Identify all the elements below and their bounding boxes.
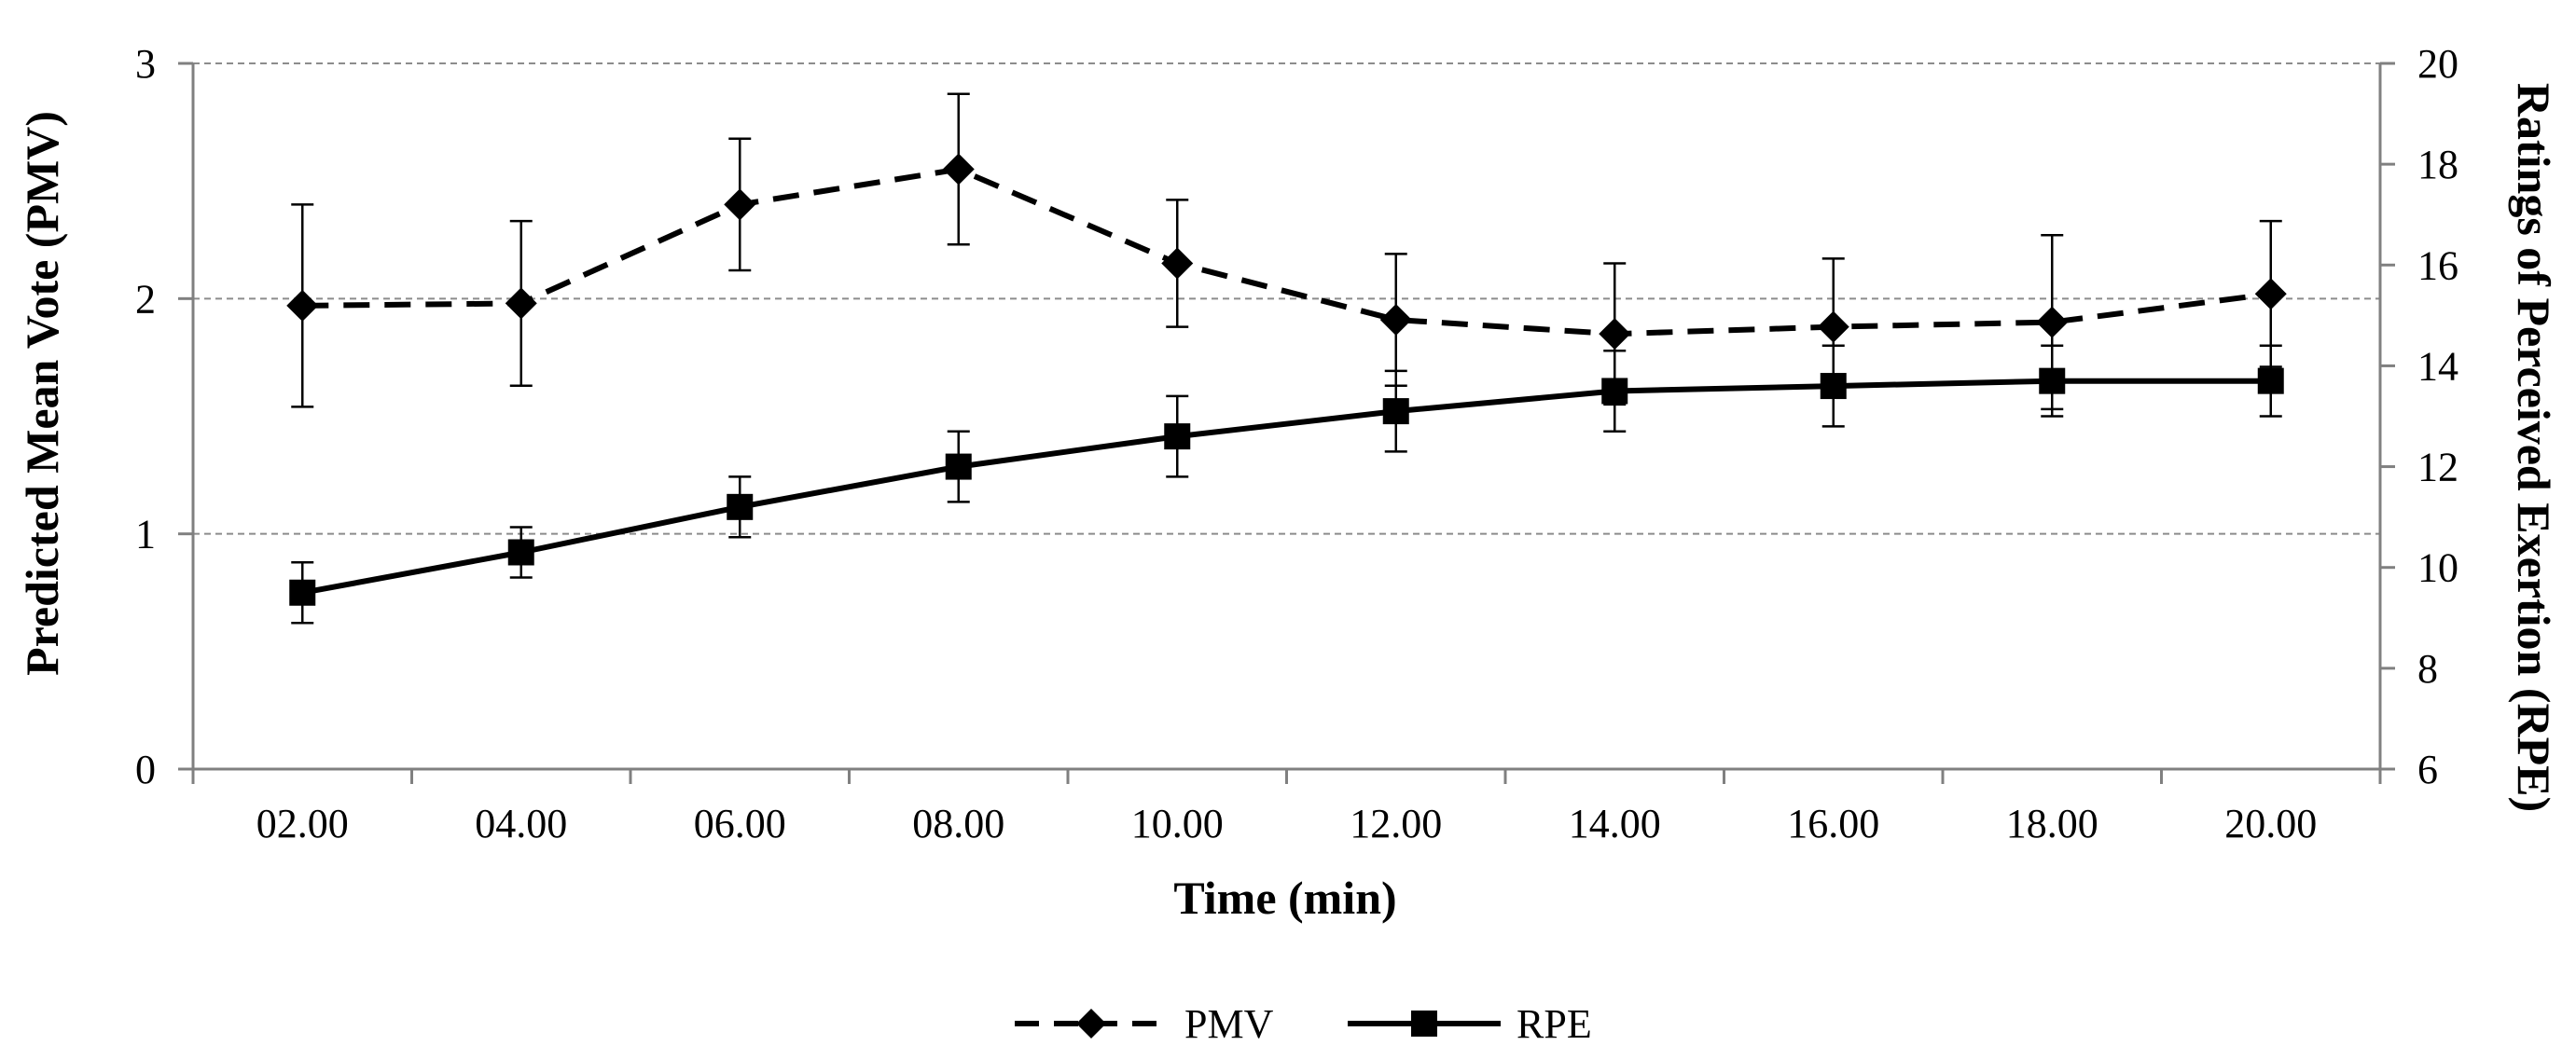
legend-rpe-label: RPE — [1517, 1001, 1592, 1047]
x-tick-label: 02.00 — [256, 801, 349, 846]
pmv-marker — [505, 287, 537, 320]
x-tick-label: 08.00 — [912, 801, 1004, 846]
rpe-marker — [1820, 373, 1847, 400]
legend-item-pmv: PMV — [1015, 1001, 1274, 1047]
x-axis-title: Time (min) — [1173, 872, 1396, 924]
y-axis-right-title: Ratings of Perceived Exertion (RPE) — [2508, 83, 2560, 812]
y-right-tick-label: 20 — [2417, 41, 2458, 87]
x-tick-label: 20.00 — [2224, 801, 2317, 846]
x-tick-label: 16.00 — [1787, 801, 1879, 846]
y-left-tick-label: 2 — [135, 276, 156, 322]
rpe-marker — [945, 453, 972, 480]
x-tick-label: 04.00 — [475, 801, 567, 846]
pmv-marker — [2254, 278, 2287, 310]
y-right-tick-label: 8 — [2417, 646, 2438, 692]
legend-item-rpe: RPE — [1348, 1001, 1592, 1047]
gridlines — [193, 62, 2380, 535]
pmv-marker — [286, 289, 319, 322]
legend-pmv-marker — [1076, 1009, 1106, 1038]
rpe-marker — [1382, 398, 1409, 425]
pmv-marker — [942, 153, 975, 186]
rpe-marker — [727, 493, 754, 520]
pmv-marker — [1379, 304, 1412, 337]
legend: PMV RPE — [1015, 1001, 1592, 1047]
y-right-tick-label: 18 — [2417, 142, 2458, 187]
pmv-marker — [724, 188, 756, 221]
y-right-tick-label: 14 — [2417, 343, 2458, 389]
y-right-tick-label: 10 — [2417, 545, 2458, 591]
error-bars — [291, 92, 2282, 625]
pmv-marker — [1599, 318, 1631, 351]
x-tick-label: 06.00 — [694, 801, 786, 846]
x-tick-label: 10.00 — [1131, 801, 1224, 846]
pmv-marker — [1817, 310, 1849, 343]
pmv-marker — [2036, 306, 2069, 338]
rpe-marker — [507, 539, 534, 566]
rpe-line — [301, 378, 2271, 596]
y-right-tick-label: 12 — [2417, 445, 2458, 490]
y-left-tick-label: 0 — [135, 747, 156, 792]
rpe-marker — [2257, 367, 2284, 394]
legend-pmv-label: PMV — [1184, 1001, 1274, 1047]
series-lines — [301, 166, 2272, 596]
y-left-tick-label: 3 — [135, 41, 156, 87]
y-right-tick-label: 6 — [2417, 747, 2438, 792]
pmv-marker — [1161, 247, 1194, 280]
pmv-line — [302, 166, 2272, 337]
x-tick-label: 12.00 — [1350, 801, 1442, 846]
y-axis-left-title: Predicted Mean Vote (PMV) — [16, 111, 68, 676]
rpe-marker — [289, 579, 316, 606]
y-right-tick-label: 16 — [2417, 242, 2458, 288]
x-tick-label: 14.00 — [1569, 801, 1661, 846]
x-tick-label: 18.00 — [2006, 801, 2098, 846]
legend-rpe-marker — [1411, 1011, 1437, 1037]
series-markers — [286, 153, 2287, 606]
rpe-marker — [2039, 367, 2066, 394]
y-left-tick-label: 1 — [135, 512, 156, 557]
rpe-marker — [1601, 378, 1628, 405]
rpe-marker — [1164, 423, 1191, 450]
